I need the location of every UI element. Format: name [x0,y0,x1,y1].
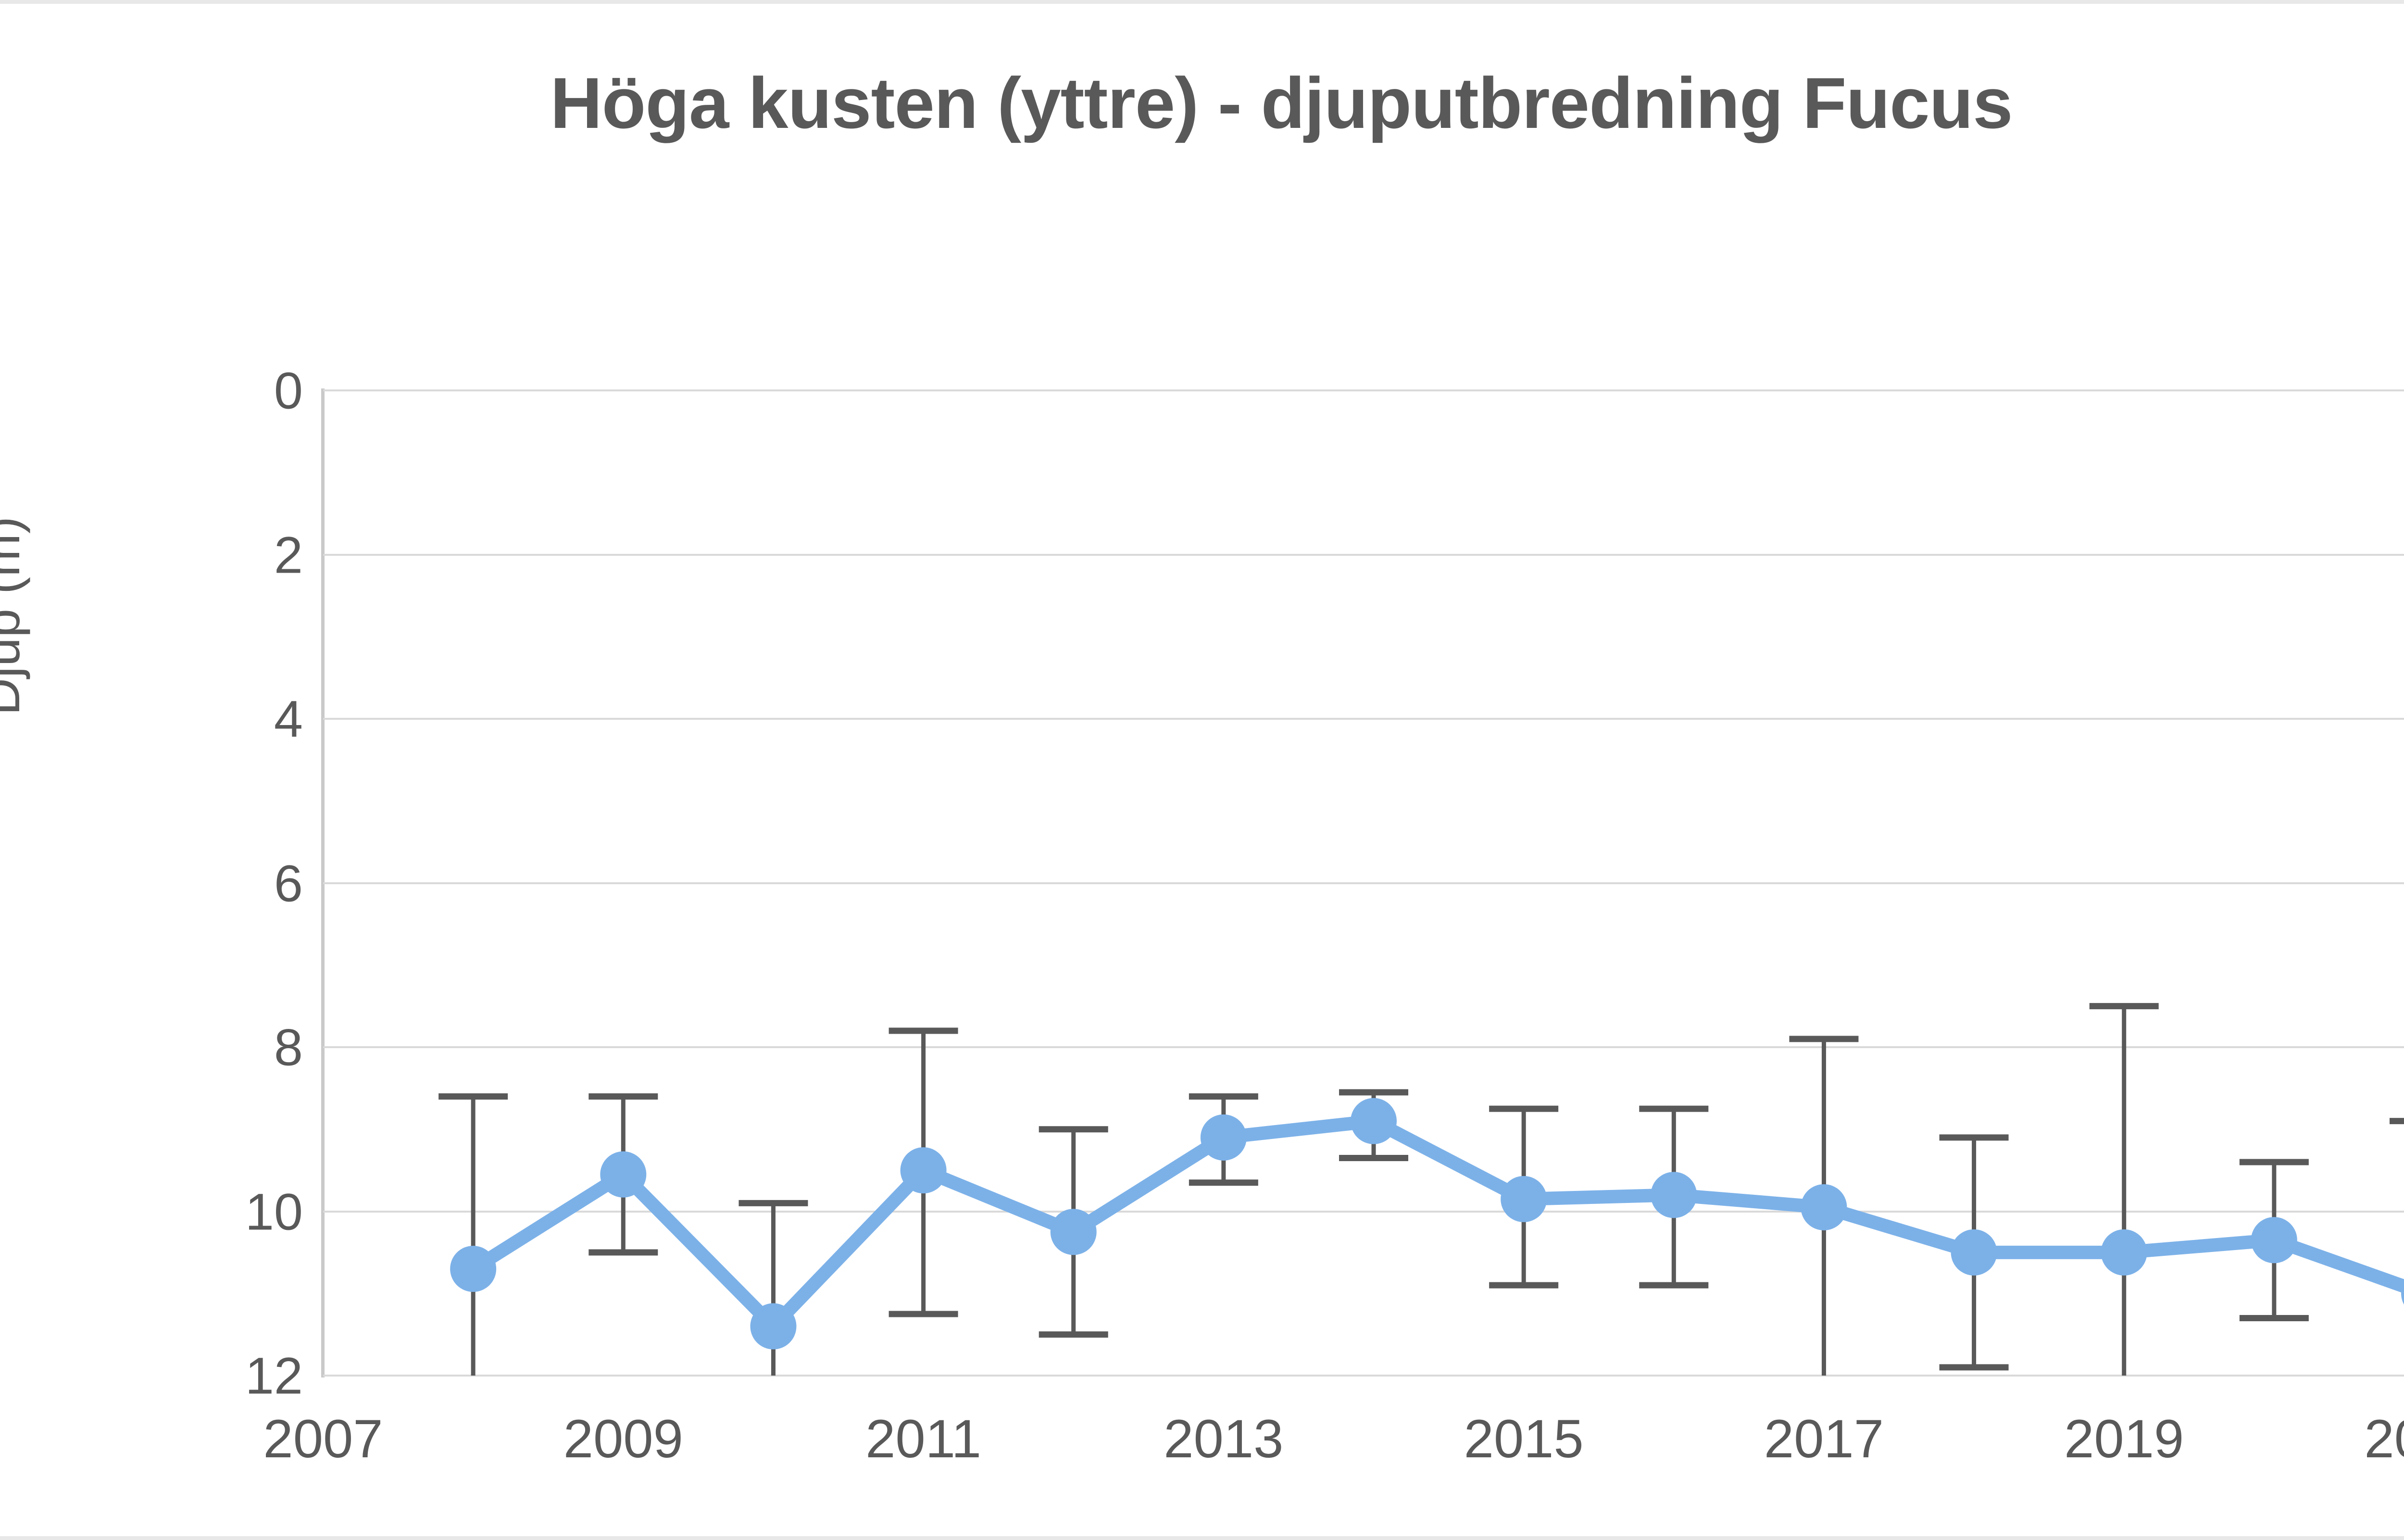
gridline [323,553,2404,556]
x-axis-tick-label: 2017 [1764,1409,1884,1469]
y-axis-tick-label: 12 [245,1346,303,1405]
data-point [1651,1172,1697,1218]
y-axis-tick-label: 0 [274,361,303,420]
y-axis-line [321,388,325,1377]
y-axis-tick-label: 2 [274,526,303,584]
data-point [2401,1282,2404,1305]
y-axis-tick-label: 8 [274,1018,303,1077]
gridline [323,882,2404,884]
y-axis-tick-label: 4 [274,689,303,748]
x-axis-tick-label: 2011 [865,1409,981,1469]
x-axis-tick-label: 2007 [263,1409,383,1469]
x-axis-tick-label: 2019 [2064,1409,2184,1469]
gridline [323,1046,2404,1048]
gridline [323,1375,2404,1377]
data-point [1951,1229,1997,1276]
series-svg [438,1003,2404,1376]
data-point [750,1303,797,1350]
gridline [323,718,2404,720]
data-point [1050,1209,1097,1255]
x-axis-tick-label: 2013 [1164,1409,1284,1469]
data-point [900,1147,947,1194]
data-point [600,1151,647,1198]
data-point [1801,1184,1847,1230]
series-markers [450,1098,2404,1350]
data-point [1501,1176,1547,1222]
data-point [2101,1229,2147,1276]
y-axis-tick-label: 10 [245,1182,303,1240]
chart-title: Höga kusten (yttre) - djuputbredning Fuc… [550,63,2013,143]
x-axis-tick-label: 2021 [2364,1409,2404,1469]
error-bars [438,1003,2404,1376]
y-axis-title: Djup (m) [0,516,30,715]
gridline [323,389,2404,391]
y-axis-tick-label: 6 [274,854,303,912]
data-point [1351,1098,1397,1144]
x-axis-tick-label: 2009 [563,1409,683,1469]
data-point [2251,1217,2297,1264]
y-axis-tick-labels: 0 2 4 6 8 10 12 [178,362,303,1405]
plot-area [323,389,2404,1377]
gridline [323,1210,2404,1213]
x-axis-tick-label: 2015 [1464,1409,1584,1469]
data-point [1200,1114,1247,1161]
series-line [466,1114,2404,1333]
data-point [450,1246,497,1292]
